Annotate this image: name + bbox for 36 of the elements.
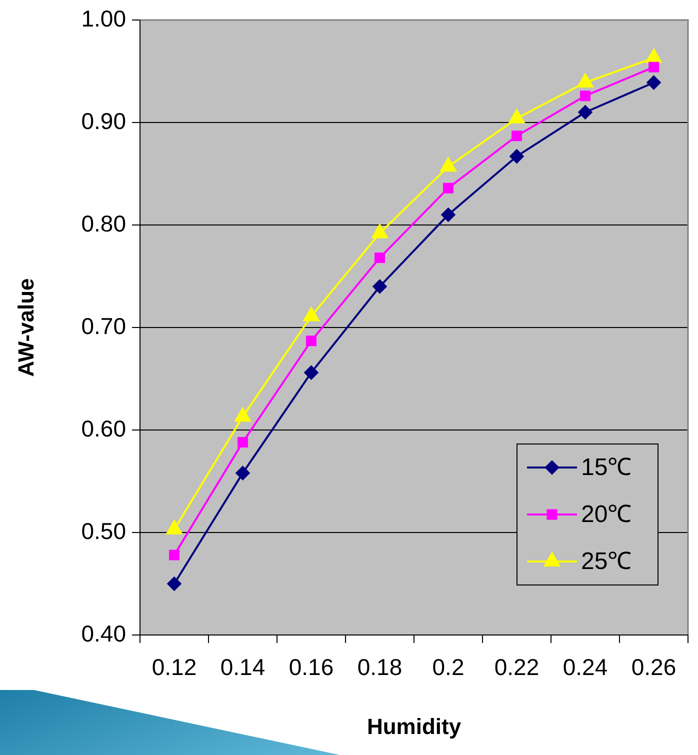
x-tick-label: 0.16 — [288, 654, 334, 680]
y-tick-label: 0.50 — [81, 518, 126, 544]
point — [372, 280, 387, 294]
point — [512, 130, 522, 142]
y-tick-label: 0.40 — [81, 620, 126, 646]
point — [238, 437, 248, 448]
legend-label: 15℃ — [581, 454, 632, 482]
legend-label: 20℃ — [581, 501, 632, 528]
point — [648, 62, 659, 72]
point — [304, 366, 318, 380]
y-tick-label: 0.90 — [81, 108, 126, 134]
legend-label: 25℃ — [581, 548, 632, 576]
point — [374, 252, 385, 264]
point — [580, 90, 590, 102]
x-tick-label: 0.24 — [562, 654, 608, 680]
point — [306, 336, 316, 346]
point — [169, 550, 180, 560]
x-tick-label: 0.14 — [220, 654, 266, 680]
point — [236, 466, 250, 480]
y-tick-label: 0.60 — [81, 415, 126, 442]
point — [646, 76, 661, 90]
point — [167, 576, 182, 591]
y-axis-title: AW-value — [13, 278, 38, 377]
x-tick-label: 0.12 — [152, 654, 197, 680]
x-axis-title: Humidity — [366, 714, 462, 739]
point — [441, 208, 456, 222]
point — [443, 182, 454, 194]
y-tick-label: 0.70 — [81, 312, 126, 339]
x-tick-label: 0.18 — [357, 654, 402, 680]
y-tick-label: 1.00 — [81, 5, 126, 32]
x-tick-label: 0.2 — [432, 654, 464, 680]
y-tick-label: 0.80 — [81, 210, 126, 236]
x-tick-label: 0.26 — [631, 654, 676, 680]
point — [510, 149, 524, 164]
point — [578, 105, 592, 120]
x-tick-label: 0.22 — [494, 654, 540, 680]
